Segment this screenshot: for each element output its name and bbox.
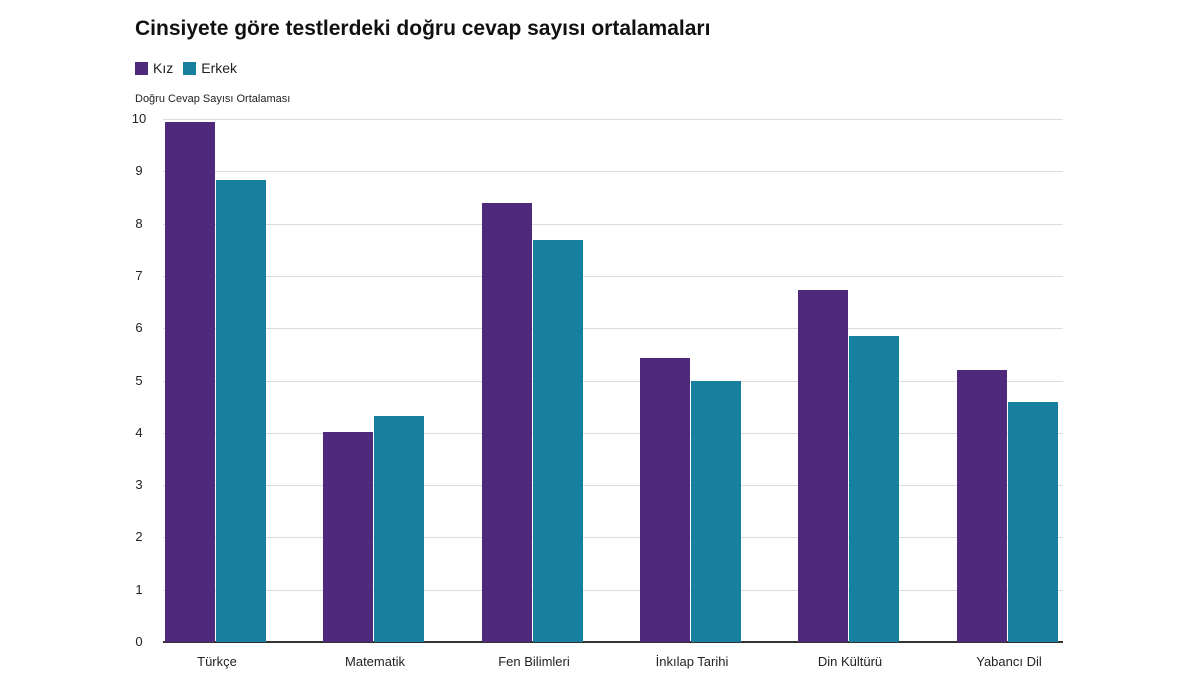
y-tick-label: 9 xyxy=(135,163,143,178)
bar-kız-4 xyxy=(798,290,848,642)
bar-kız-3 xyxy=(640,358,690,642)
y-tick-label: 4 xyxy=(135,425,143,440)
bar-kız-5 xyxy=(957,370,1007,642)
legend-item-kiz: Kız xyxy=(135,60,173,76)
x-axis-line xyxy=(163,641,1063,643)
x-tick-label: Fen Bilimleri xyxy=(498,654,570,669)
x-tick-label: Türkçe xyxy=(197,654,237,669)
bar-kız-2 xyxy=(482,203,532,642)
bar-erkek-2 xyxy=(533,240,583,642)
y-tick-label: 6 xyxy=(135,320,143,335)
bar-erkek-0 xyxy=(216,180,266,642)
gridline xyxy=(163,171,1063,172)
gridline xyxy=(163,485,1063,486)
x-tick-label: İnkılap Tarihi xyxy=(655,654,729,669)
y-tick-label: 1 xyxy=(135,582,143,597)
gridline xyxy=(163,433,1063,434)
gridline xyxy=(163,328,1063,329)
gridline xyxy=(163,537,1063,538)
gridline xyxy=(163,381,1063,382)
bar-erkek-3 xyxy=(691,381,741,642)
bar-erkek-5 xyxy=(1008,402,1058,642)
x-tick-label: Yabancı Dil xyxy=(976,654,1042,669)
bar-kız-0 xyxy=(165,122,215,642)
bar-erkek-1 xyxy=(374,416,424,642)
y-tick-label: 10 xyxy=(131,111,147,126)
gridline xyxy=(163,119,1063,120)
legend-swatch-kiz xyxy=(135,61,148,75)
y-tick-label: 5 xyxy=(135,373,143,388)
chart-title: Cinsiyete göre testlerdeki doğru cevap s… xyxy=(135,17,711,40)
bar-kız-1 xyxy=(323,432,373,642)
x-tick-label: Din Kültürü xyxy=(817,654,883,669)
legend-label-erkek: Erkek xyxy=(201,60,238,76)
bar-erkek-4 xyxy=(849,336,899,642)
y-tick-label: 0 xyxy=(135,634,143,649)
y-tick-label: 7 xyxy=(135,268,143,283)
y-tick-label: 2 xyxy=(135,529,143,544)
legend-item-erkek: Erkek xyxy=(183,60,237,76)
gridline xyxy=(163,276,1063,277)
gridline xyxy=(163,224,1063,225)
x-tick-label: Matematik xyxy=(345,654,405,669)
legend-label-kiz: Kız xyxy=(153,60,174,76)
y-tick-label: 3 xyxy=(135,477,143,492)
y-axis-label: Doğru Cevap Sayısı Ortalaması xyxy=(135,93,291,105)
plot-area: 0 1 2 3 4 5 6 7 8 9 10 Türkçe Matematik Fen Bilimleri… xyxy=(132,111,1063,669)
legend: Kız Erkek xyxy=(135,60,247,76)
y-tick-label: 8 xyxy=(135,216,143,231)
gridline xyxy=(163,590,1063,591)
legend-swatch-erkek xyxy=(183,61,197,75)
